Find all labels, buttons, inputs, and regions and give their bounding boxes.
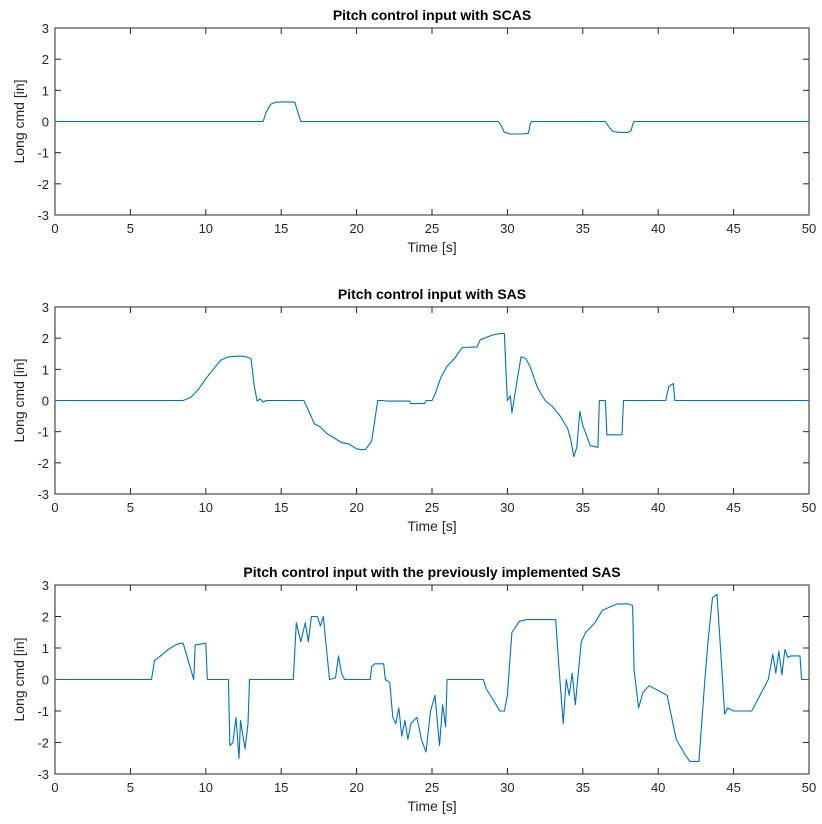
chart-panel-1: 0 5 10 15 20 25 30 35 40 45 50 -3 -2 -1 0 1 2 3 Pitch cont…	[11, 7, 816, 255]
y-tick-label: 1	[42, 83, 49, 98]
chart-title: Pitch control input with SAS	[338, 286, 526, 302]
x-tick-label: 0	[51, 780, 58, 795]
x-tick-label: 45	[726, 780, 740, 795]
x-tick-label: 25	[425, 780, 439, 795]
x-tick-label: 15	[274, 780, 288, 795]
x-tick-label: 20	[349, 221, 363, 236]
x-tick-label: 50	[802, 500, 816, 515]
y-tick-label: -3	[37, 767, 49, 782]
x-axis-label: Time [s]	[407, 798, 456, 814]
x-tick-label: 5	[127, 780, 134, 795]
series-line-1	[55, 332, 809, 458]
y-tick-label: 3	[42, 300, 49, 315]
x-tick-label: 50	[802, 221, 816, 236]
y-tick-label: 2	[42, 52, 49, 67]
chart-panel-3: 0 5 10 15 20 25 30 35 40 45 50 -3 -2 -1 0 1 2 3 Pitch cont…	[11, 564, 816, 814]
x-tick-label: 50	[802, 780, 816, 795]
y-tick-label: -2	[37, 177, 49, 192]
y-tick-label: -3	[37, 208, 49, 223]
x-tick-label: 0	[51, 500, 58, 515]
y-tick-label: 0	[42, 394, 49, 409]
chart-title: Pitch control input with SCAS	[333, 7, 531, 23]
y-tick-label: 1	[42, 362, 49, 377]
y-tick-label: 3	[42, 578, 49, 593]
y-tick-label: -3	[37, 487, 49, 502]
x-axis-label: Time [s]	[407, 239, 456, 255]
x-tick-label: 10	[199, 780, 213, 795]
chart-title: Pitch control input with the previously …	[243, 564, 620, 580]
x-tick-label: 10	[199, 221, 213, 236]
series-line-1	[55, 101, 809, 135]
y-axis-label: Long cmd [in]	[11, 637, 27, 721]
y-tick-label: 2	[42, 610, 49, 625]
x-tick-label: 35	[576, 221, 590, 236]
y-tick-label: -1	[37, 146, 49, 161]
y-tick-label: 1	[42, 641, 49, 656]
y-tick-label: 0	[42, 115, 49, 130]
x-tick-label: 15	[274, 500, 288, 515]
x-tick-label: 5	[127, 221, 134, 236]
y-tick-label: 3	[42, 21, 49, 36]
y-tick-label: 0	[42, 673, 49, 688]
chart-panel-2: 0 5 10 15 20 25 30 35 40 45 50 -3 -2 -1 0 1 2 3 Pitch cont…	[11, 286, 816, 534]
x-tick-label: 35	[576, 500, 590, 515]
x-tick-label: 30	[500, 500, 514, 515]
x-tick-label: 45	[726, 221, 740, 236]
y-tick-label: 2	[42, 331, 49, 346]
x-tick-label: 15	[274, 221, 288, 236]
x-tick-label: 30	[500, 221, 514, 236]
x-tick-label: 25	[425, 500, 439, 515]
x-tick-label: 30	[500, 780, 514, 795]
x-tick-label: 40	[651, 780, 665, 795]
x-axis-label: Time [s]	[407, 518, 456, 534]
series-line-1	[55, 593, 809, 762]
y-tick-label: -1	[37, 425, 49, 440]
x-tick-label: 25	[425, 221, 439, 236]
y-tick-label: -2	[37, 456, 49, 471]
x-tick-label: 45	[726, 500, 740, 515]
x-tick-label: 20	[349, 500, 363, 515]
x-tick-label: 0	[51, 221, 58, 236]
x-tick-label: 35	[576, 780, 590, 795]
plot-area	[54, 584, 810, 775]
x-tick-label: 5	[127, 500, 134, 515]
x-tick-label: 20	[349, 780, 363, 795]
y-axis-label: Long cmd [in]	[11, 358, 27, 442]
x-tick-label: 40	[651, 500, 665, 515]
x-tick-label: 40	[651, 221, 665, 236]
y-tick-label: -2	[37, 736, 49, 751]
y-tick-label: -1	[37, 704, 49, 719]
x-tick-label: 10	[199, 500, 213, 515]
y-axis-label: Long cmd [in]	[11, 79, 27, 163]
